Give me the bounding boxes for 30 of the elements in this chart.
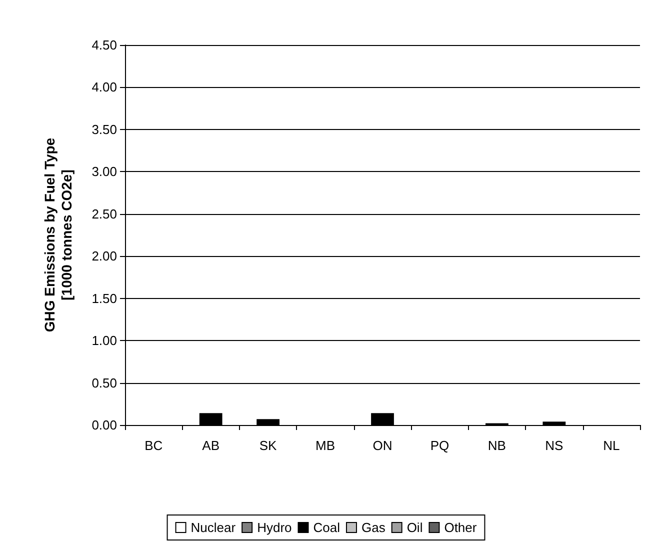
y-tick-label: 1.00 — [92, 333, 117, 348]
x-tick-label: NS — [545, 438, 564, 453]
x-tick-label: NB — [488, 438, 506, 453]
legend-label: Nuclear — [190, 520, 236, 535]
x-tick-label: BC — [144, 438, 163, 453]
y-tick-label: 4.50 — [92, 38, 117, 52]
y-axis-title: GHG Emissions by Fuel Type [1000 tonnes CO2e] — [42, 138, 74, 332]
y-tick-label: 0.00 — [92, 418, 117, 432]
bar — [371, 413, 394, 425]
y-tick-label: 4.00 — [92, 80, 117, 95]
bar — [256, 419, 280, 425]
y-tick-label: 3.00 — [92, 164, 117, 180]
legend-label: Gas — [361, 520, 386, 535]
x-tick-label: NL — [603, 438, 620, 453]
y-tick-label: 2.50 — [92, 206, 117, 222]
legend-label: Hydro — [257, 520, 292, 535]
legend-label: Other — [444, 520, 478, 535]
y-tick-label: 0.50 — [92, 375, 117, 390]
legend-label: Oil — [406, 520, 423, 535]
y-tick-label: 1.50 — [92, 290, 117, 306]
x-tick-label: SK — [259, 438, 278, 453]
x-tick-label: ON — [372, 438, 392, 453]
legend-label: Coal — [313, 520, 340, 535]
bar — [199, 413, 222, 425]
bar — [542, 422, 566, 425]
y-tick-label: 2.00 — [92, 248, 117, 264]
x-tick-label: AB — [202, 438, 220, 453]
x-tick-label: MB — [316, 438, 336, 453]
y-tick-label: 3.50 — [92, 122, 117, 137]
x-tick-label: PQ — [430, 438, 450, 453]
